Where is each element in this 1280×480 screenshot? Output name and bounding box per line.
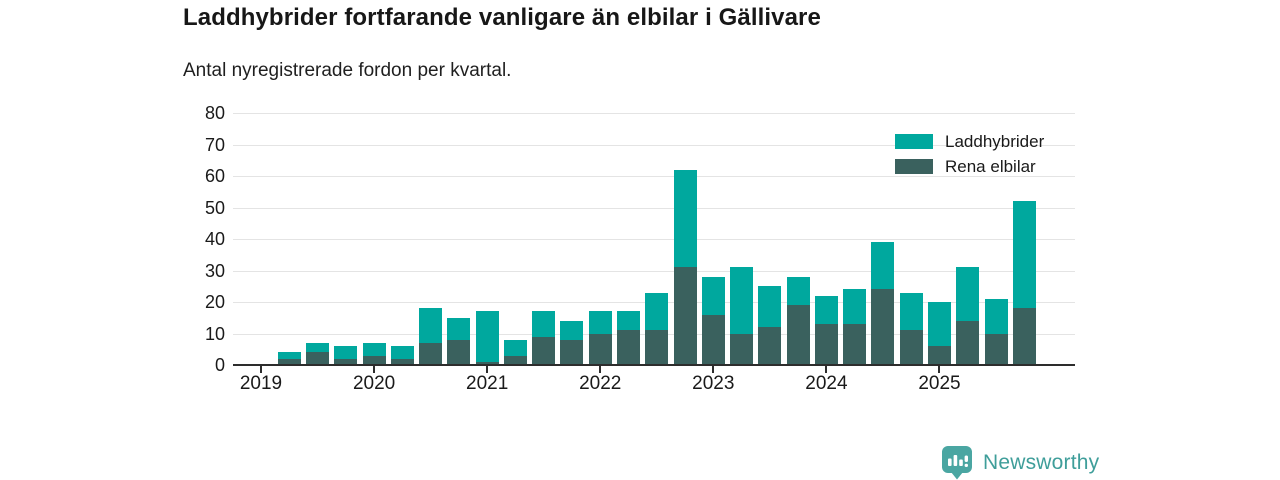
x-axis-label: 2020 (329, 373, 419, 395)
bar-laddhybrider (645, 293, 668, 331)
x-axis-label: 2022 (555, 373, 645, 395)
bar-laddhybrider (674, 170, 697, 268)
y-axis-label: 50 (150, 197, 225, 219)
bar-laddhybrider (363, 343, 386, 356)
bar-rena-elbilar (900, 330, 923, 365)
bar-rena-elbilar (843, 324, 866, 365)
bar-rena-elbilar (645, 330, 668, 365)
x-axis-label: 2024 (781, 373, 871, 395)
x-axis-tick (825, 366, 827, 373)
bar-laddhybrider (1013, 201, 1036, 308)
bar-rena-elbilar (871, 289, 894, 365)
x-axis-tick (712, 366, 714, 373)
bar-rena-elbilar (419, 343, 442, 365)
brand-name: Newsworthy (983, 451, 1099, 475)
bar-rena-elbilar (787, 305, 810, 365)
bar-rena-elbilar (560, 340, 583, 365)
bar-laddhybrider (306, 343, 329, 352)
bar-laddhybrider (843, 289, 866, 324)
bar-rena-elbilar (532, 337, 555, 365)
bar-laddhybrider (928, 302, 951, 346)
bar-laddhybrider (758, 286, 781, 327)
bar-laddhybrider (504, 340, 527, 356)
bar-laddhybrider (815, 296, 838, 324)
legend-label-rena-elbilar: Rena elbilar (945, 157, 1036, 177)
y-axis-label: 80 (150, 102, 225, 124)
x-axis-label: 2021 (442, 373, 532, 395)
y-axis-label: 70 (150, 134, 225, 156)
bar-rena-elbilar (589, 334, 612, 366)
x-axis-tick (373, 366, 375, 373)
x-axis-tick (599, 366, 601, 373)
gridline (233, 208, 1075, 209)
x-axis-tick (486, 366, 488, 373)
y-axis-label: 0 (150, 354, 225, 376)
bar-rena-elbilar (730, 334, 753, 366)
bar-rena-elbilar (758, 327, 781, 365)
bar-laddhybrider (730, 267, 753, 333)
x-axis-tick (938, 366, 940, 373)
y-axis-label: 20 (150, 291, 225, 313)
bar-laddhybrider (787, 277, 810, 305)
x-axis-label: 2023 (668, 373, 758, 395)
chart-subtitle: Antal nyregistrerade fordon per kvartal. (183, 60, 511, 82)
x-axis-label: 2025 (894, 373, 984, 395)
bar-rena-elbilar (956, 321, 979, 365)
bar-laddhybrider (476, 311, 499, 361)
bar-rena-elbilar (617, 330, 640, 365)
gridline (233, 113, 1075, 114)
bar-laddhybrider (419, 308, 442, 343)
page-title: Laddhybrider fortfarande vanligare än el… (183, 4, 821, 32)
y-axis-label: 30 (150, 260, 225, 282)
bar-rena-elbilar (815, 324, 838, 365)
x-axis-line (233, 364, 1075, 366)
bar-laddhybrider (956, 267, 979, 321)
bar-laddhybrider (871, 242, 894, 289)
bar-rena-elbilar (1013, 308, 1036, 365)
bar-laddhybrider (900, 293, 923, 331)
x-axis-label: 2019 (216, 373, 306, 395)
bar-laddhybrider (589, 311, 612, 333)
bar-rena-elbilar (674, 267, 697, 365)
bar-rena-elbilar (928, 346, 951, 365)
bar-laddhybrider (985, 299, 1008, 334)
newsworthy-logo-icon (941, 445, 974, 480)
y-axis-label: 10 (150, 323, 225, 345)
legend-item-laddhybrider: Laddhybrider (895, 133, 1044, 150)
legend: Laddhybrider Rena elbilar (895, 133, 1044, 183)
x-axis-tick (260, 366, 262, 373)
bar-rena-elbilar (702, 315, 725, 365)
bar-laddhybrider (617, 311, 640, 330)
bar-laddhybrider (560, 321, 583, 340)
gridline (233, 239, 1075, 240)
bar-rena-elbilar (447, 340, 470, 365)
brand-footer: Newsworthy (941, 445, 1099, 480)
bar-laddhybrider (702, 277, 725, 315)
bar-rena-elbilar (985, 334, 1008, 366)
bar-laddhybrider (334, 346, 357, 359)
y-axis-label: 40 (150, 228, 225, 250)
gridline (233, 271, 1075, 272)
legend-swatch-rena-elbilar (895, 159, 933, 174)
legend-label-laddhybrider: Laddhybrider (945, 132, 1044, 152)
bar-laddhybrider (447, 318, 470, 340)
y-axis-label: 60 (150, 165, 225, 187)
chart-card: Laddhybrider fortfarande vanligare än el… (0, 0, 1280, 480)
bar-laddhybrider (532, 311, 555, 336)
legend-item-rena-elbilar: Rena elbilar (895, 158, 1044, 175)
legend-swatch-laddhybrider (895, 134, 933, 149)
bar-laddhybrider (391, 346, 414, 359)
bar-laddhybrider (278, 352, 301, 358)
